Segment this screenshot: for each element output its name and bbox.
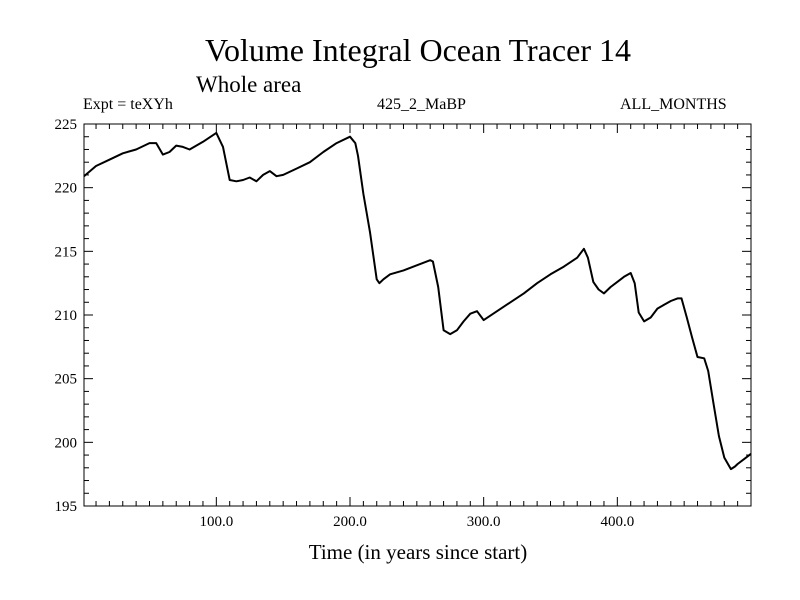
y-tick-label: 220 <box>55 181 78 197</box>
y-tick-label: 215 <box>55 244 78 260</box>
x-tick-label: 400.0 <box>600 514 634 530</box>
x-tick-label: 200.0 <box>333 514 367 530</box>
x-tick-label: 300.0 <box>467 514 501 530</box>
series-line <box>83 131 752 471</box>
y-tick-label: 210 <box>55 308 78 324</box>
y-tick-label: 195 <box>55 499 78 515</box>
y-tick-label: 225 <box>55 117 78 133</box>
chart-title: Volume Integral Ocean Tracer 14 <box>205 32 631 68</box>
axis-tick-labels: 195 200 205 210 215 220 225 100.0 200.0 300.0 400.… <box>55 117 635 530</box>
plot-frame <box>83 123 752 507</box>
chart-subtitle: Whole area <box>196 72 302 97</box>
months-label: ALL_MONTHS <box>620 96 727 113</box>
x-axis-label: Time (in years since start) <box>308 540 528 564</box>
axis-ticks <box>84 123 752 507</box>
case-label: 425_2_MaBP <box>377 96 466 113</box>
y-tick-label: 200 <box>55 435 78 451</box>
y-tick-label: 205 <box>55 372 78 388</box>
x-tick-label: 100.0 <box>199 514 233 530</box>
experiment-label: Expt = teXYh <box>83 96 173 113</box>
